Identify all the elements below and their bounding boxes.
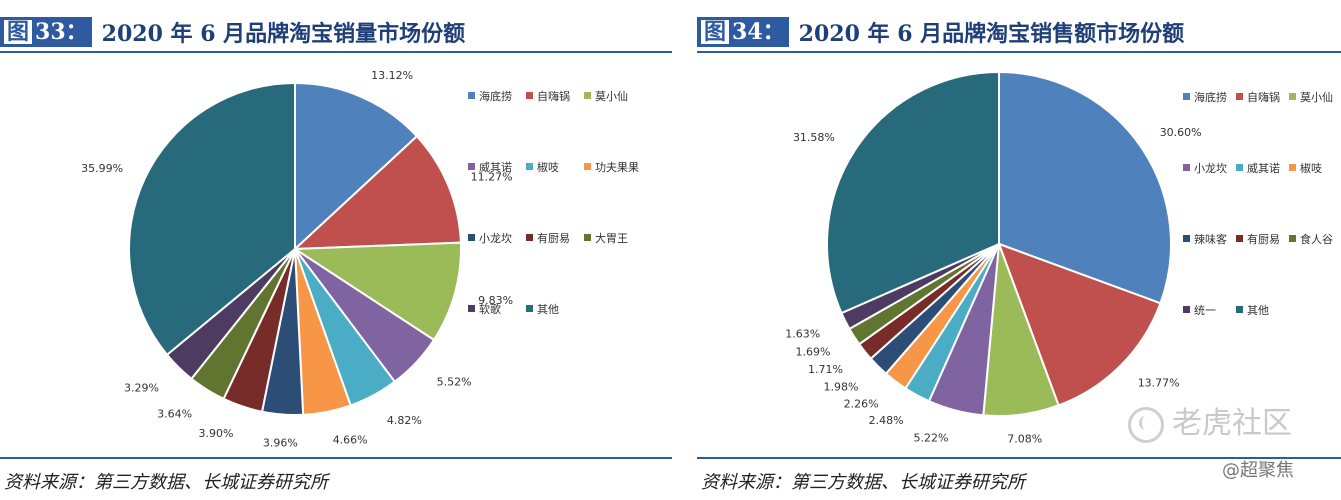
pie-label-海底捞: 13.12% [371, 69, 413, 82]
figure-33-number: 33： [35, 19, 88, 45]
legend-label-软歌: 软歌 [479, 302, 501, 316]
figure-34-pie-chart: 30.60% 13.77% 7.08% 5.22% 2.48% 2.26% 1.98% 1.7… [785, 70, 1333, 445]
legend-swatch-椒吱 [1289, 164, 1296, 171]
pie-slice-自嗨锅 [997, 242, 1162, 407]
pie-slice-其他 [128, 81, 296, 357]
watermark-text: 老虎社区 [1172, 406, 1292, 441]
author-credit: @超聚焦 [1222, 460, 1294, 481]
figure-34-number: 34： [732, 19, 785, 45]
pie-label-辣味客: 1.98% [824, 380, 859, 393]
pie-label-莫小仙: 9.83% [478, 294, 513, 307]
figure-33-tag: 图 33： [0, 17, 92, 47]
legend-swatch-大胃王 [584, 234, 591, 241]
pie-label-小龙坎: 5.22% [914, 432, 949, 445]
watermark: 老虎社区 [1128, 398, 1292, 443]
legend-label-海底捞: 海底捞 [479, 89, 512, 103]
legend-label-统一: 统一 [1194, 304, 1216, 317]
figure-34-label: 图 [701, 20, 730, 44]
legend-label-莫小仙: 莫小仙 [595, 90, 628, 103]
figure-33-pie-chart: 13.12% 11.27% 9.83% 5.52% 4.82% 4.66% 3.96% 3.9… [81, 69, 639, 449]
pie-label-功夫果果: 4.66% [333, 433, 368, 446]
figure-33-source: 资料来源：第三方数据、长城证券研究所 [4, 472, 328, 493]
legend-swatch-统一 [1183, 306, 1190, 313]
legend-label-椒吱: 椒吱 [1300, 161, 1322, 175]
pie-slice-莫小仙 [291, 241, 462, 342]
pie-label-海底捞: 30.60% [1160, 126, 1202, 139]
legend-label-自嗨锅: 自嗨锅 [1247, 90, 1280, 104]
legend-swatch-小龙坎 [468, 234, 475, 241]
legend-swatch-其他 [1236, 306, 1243, 313]
legend-swatch-有厨易 [526, 234, 533, 241]
legend-swatch-椒吱 [526, 163, 533, 170]
legend-label-辣味客: 辣味客 [1194, 232, 1227, 246]
legend-label-其他: 其他 [537, 303, 559, 316]
pie-label-威其诺: 2.48% [869, 414, 904, 427]
legend-label-有厨易: 有厨易 [1247, 232, 1280, 246]
legend-label-莫小仙: 莫小仙 [1300, 91, 1333, 104]
pie-slice-其他 [826, 70, 1000, 315]
legend-swatch-小龙坎 [1183, 164, 1190, 171]
pie-label-食人谷: 1.69% [796, 346, 831, 359]
legend-label-威其诺: 威其诺 [479, 161, 512, 174]
pie-slice-自嗨锅 [292, 134, 462, 251]
legend-swatch-软歌 [468, 305, 475, 312]
figure-34-bottom-rule [697, 457, 1341, 459]
legend-label-其他: 其他 [1247, 304, 1269, 317]
legend-label-海底捞: 海底捞 [1194, 90, 1227, 104]
legend-label-自嗨锅: 自嗨锅 [537, 89, 570, 103]
legend-swatch-辣味客 [1183, 235, 1190, 242]
legend-label-功夫果果: 功夫果果 [595, 161, 639, 174]
pie-slice-海底捞 [998, 70, 1172, 305]
figure-33-panel: 图 33： 2020 年 6 月品牌淘宝销量市场份额 13.12% 11.27% 9… [0, 16, 672, 493]
legend-swatch-其他 [526, 305, 533, 312]
legend-swatch-自嗨锅 [1236, 93, 1243, 100]
legend-label-小龙坎: 小龙坎 [1194, 162, 1227, 175]
pie-label-大胃王: 3.64% [157, 407, 192, 420]
pie-label-自嗨锅: 13.77% [1138, 377, 1180, 390]
legend-label-有厨易: 有厨易 [537, 231, 570, 245]
pie-label-软歌: 3.29% [124, 381, 159, 394]
figure-34-header: 图 34： 2020 年 6 月品牌淘宝销售额市场份额 [697, 16, 1184, 48]
figure-34-panel: 图 34： 2020 年 6 月品牌淘宝销售额市场份额 30.60% 13.77%… [697, 0, 1341, 500]
pie-label-小龙坎: 3.96% [263, 436, 298, 449]
legend-swatch-有厨易 [1236, 235, 1243, 242]
pie-label-统一: 1.63% [785, 328, 820, 341]
figure-33-title: 2020 年 6 月品牌淘宝销量市场份额 [101, 21, 466, 47]
pie-label-其他: 35.99% [81, 162, 123, 175]
pie-label-椒吱: 4.82% [387, 414, 422, 427]
figure-34-tag: 图 34： [697, 17, 789, 47]
legend-swatch-海底捞 [468, 92, 475, 99]
pie-label-有厨易: 3.90% [199, 427, 234, 440]
legend-label-食人谷: 食人谷 [1300, 232, 1333, 246]
legend-label-小龙坎: 小龙坎 [479, 232, 512, 245]
legend-swatch-威其诺 [1236, 164, 1243, 171]
legend-swatch-自嗨锅 [526, 92, 533, 99]
legend-label-大胃王: 大胃王 [595, 231, 628, 245]
legend-label-威其诺: 威其诺 [1247, 162, 1280, 175]
legend-swatch-海底捞 [1183, 93, 1190, 100]
pie-label-椒吱: 2.26% [844, 398, 879, 411]
figure-33-header: 图 33： 2020 年 6 月品牌淘宝销量市场份额 [0, 16, 465, 48]
pie-label-其他: 31.58% [793, 131, 835, 144]
pie-label-自嗨锅: 11.27% [471, 170, 513, 183]
figure-34-title: 2020 年 6 月品牌淘宝销售额市场份额 [798, 21, 1185, 47]
figure-33-label: 图 [4, 20, 33, 44]
legend-swatch-威其诺 [468, 163, 475, 170]
figure-34-top-rule [697, 51, 1341, 53]
legend-label-椒吱: 椒吱 [537, 160, 559, 174]
pie-label-有厨易: 1.71% [808, 363, 843, 376]
figure-33-bottom-rule [0, 457, 672, 459]
legend-swatch-功夫果果 [584, 163, 591, 170]
tiger-logo-icon [1128, 406, 1164, 443]
figure-34-source: 资料来源：第三方数据、长城证券研究所 [701, 472, 1025, 493]
legend-swatch-食人谷 [1289, 235, 1296, 242]
legend-swatch-莫小仙 [584, 92, 591, 99]
pie-label-威其诺: 5.52% [437, 376, 472, 389]
pie-slice-海底捞 [294, 81, 419, 252]
figure-33-top-rule [0, 51, 672, 53]
legend-swatch-莫小仙 [1289, 93, 1296, 100]
pie-label-莫小仙: 7.08% [1007, 432, 1042, 445]
